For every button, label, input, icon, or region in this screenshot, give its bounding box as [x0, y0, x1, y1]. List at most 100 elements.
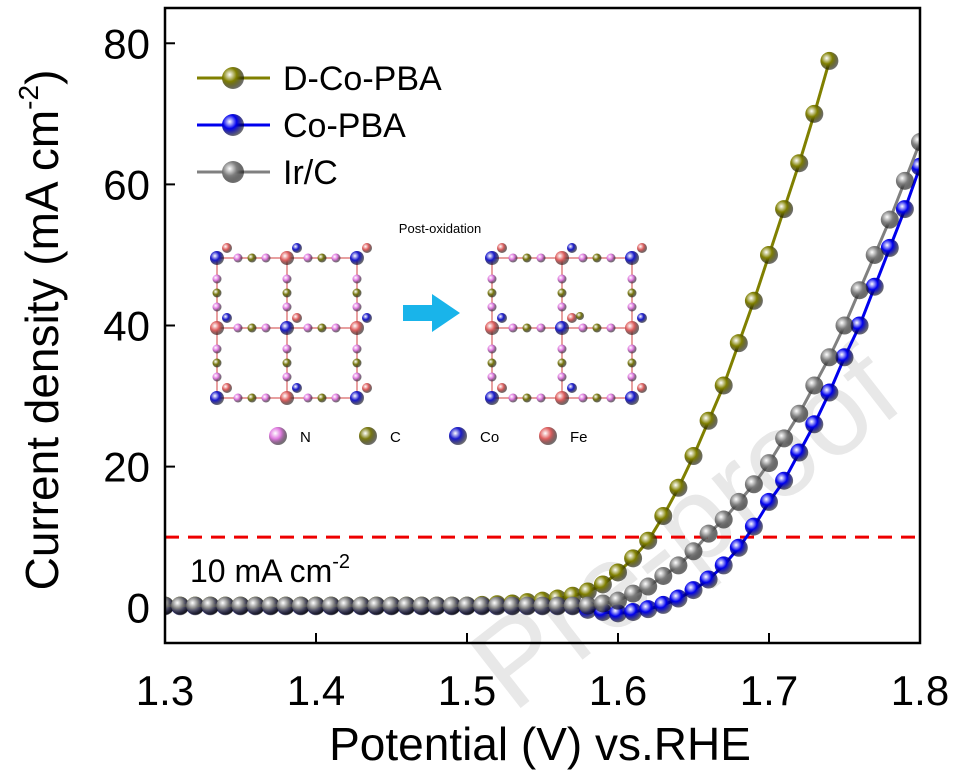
- data-point: [911, 133, 920, 152]
- atom: [317, 393, 327, 403]
- atom: [536, 323, 546, 333]
- atom-legend-marker: [539, 427, 557, 445]
- atom: [210, 321, 224, 335]
- reference-label-main: 10 mA cm: [190, 553, 332, 589]
- data-point: [865, 277, 884, 296]
- atom: [578, 253, 588, 263]
- data-point: [639, 600, 658, 619]
- atom: [282, 344, 292, 354]
- atom: [282, 274, 292, 284]
- atom: [317, 253, 327, 263]
- data-point: [880, 210, 899, 229]
- atom: [352, 358, 362, 368]
- data-point: [458, 596, 476, 615]
- data-point: [729, 538, 748, 557]
- data-point: [805, 104, 824, 123]
- atom: [627, 372, 637, 382]
- data-point: [760, 245, 778, 264]
- data-point: [382, 596, 401, 615]
- atom: [261, 323, 271, 333]
- atom: [233, 323, 243, 333]
- atom: [331, 393, 341, 403]
- atom: [280, 391, 294, 405]
- atom: [536, 253, 546, 263]
- atom: [578, 323, 588, 333]
- data-point: [624, 584, 643, 603]
- atom: [508, 253, 518, 263]
- atom: [352, 344, 362, 354]
- atom: [487, 274, 497, 284]
- atom: [303, 323, 313, 333]
- atom: [567, 313, 577, 323]
- atom: [606, 323, 616, 333]
- atom: [592, 323, 602, 333]
- atom: [282, 288, 292, 298]
- atom: [637, 243, 647, 253]
- data-point: [578, 582, 597, 601]
- atom: [280, 251, 294, 265]
- data-point: [669, 556, 688, 575]
- atom: [247, 323, 257, 333]
- atom: [557, 344, 567, 354]
- atom: [282, 302, 292, 312]
- atom: [497, 383, 507, 393]
- x-tick-label: 1.8: [891, 667, 949, 714]
- y-axis-title: Current density (mA cm-2): [13, 70, 68, 591]
- atom: [555, 251, 569, 265]
- atom: [292, 243, 302, 253]
- data-point: [593, 594, 612, 613]
- data-point: [624, 549, 643, 568]
- data-point: [684, 581, 703, 600]
- atom: [627, 274, 637, 284]
- data-point: [835, 348, 854, 367]
- data-point: [684, 542, 703, 561]
- data-point: [699, 411, 718, 430]
- atom-legend-marker: [449, 427, 467, 445]
- atom: [317, 323, 327, 333]
- data-point: [729, 492, 748, 511]
- y-axis-title-sup: -2: [13, 85, 44, 110]
- atom: [210, 391, 224, 405]
- x-tick-label: 1.5: [438, 667, 496, 714]
- atom: [536, 393, 546, 403]
- data-point: [654, 507, 673, 525]
- data-point: [699, 570, 718, 589]
- atom: [212, 372, 222, 382]
- data-point: [397, 596, 416, 615]
- data-point: [609, 591, 627, 610]
- legend-label: Co-PBA: [283, 107, 406, 145]
- atom: [352, 274, 362, 284]
- data-point: [609, 604, 627, 623]
- atom-legend-marker: [359, 427, 377, 445]
- atom-legend-marker: [269, 427, 287, 445]
- reference-label-sup: -2: [332, 551, 350, 573]
- data-point: [171, 596, 190, 615]
- x-tick-label: 1.4: [287, 667, 345, 714]
- atom: [212, 344, 222, 354]
- data-point: [518, 596, 537, 615]
- x-axis-title: Potential (V) vs.RHE: [329, 718, 751, 770]
- data-point: [578, 596, 597, 615]
- data-point: [714, 556, 733, 575]
- atom: [578, 393, 588, 403]
- atom: [487, 288, 497, 298]
- data-point: [699, 524, 718, 543]
- legend-marker: [222, 67, 244, 89]
- atom: [292, 383, 302, 393]
- atom: [280, 321, 294, 335]
- y-tick-label: 60: [103, 161, 150, 208]
- data-point: [850, 316, 869, 335]
- data-point: [352, 596, 371, 615]
- atom: [627, 288, 637, 298]
- data-point: [473, 596, 492, 615]
- atom: [625, 251, 639, 265]
- atom: [637, 383, 647, 393]
- atom: [247, 253, 257, 263]
- y-tick-label: 0: [127, 585, 150, 632]
- atom: [362, 383, 372, 393]
- atom: [567, 383, 577, 393]
- atom: [487, 302, 497, 312]
- atom: [352, 372, 362, 382]
- data-point: [186, 596, 205, 615]
- legend-marker: [222, 161, 244, 183]
